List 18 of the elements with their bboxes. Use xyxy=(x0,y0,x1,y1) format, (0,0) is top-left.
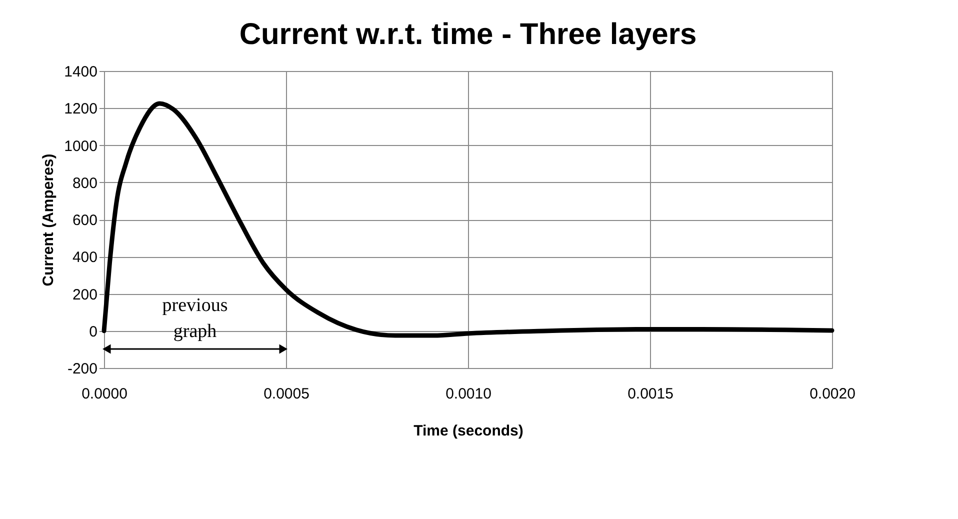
x-tick-label: 0.0020 xyxy=(810,386,856,402)
y-tick-label: 1200 xyxy=(64,100,98,118)
y-tick-label: 1000 xyxy=(64,138,98,155)
y-axis-title: Current (Amperes) xyxy=(40,154,58,286)
y-tick-label: 0 xyxy=(89,323,98,340)
y-tick-label: 800 xyxy=(72,174,98,192)
y-tick-label: 200 xyxy=(72,286,98,304)
y-tick-label: 600 xyxy=(72,212,98,229)
x-tick-label: 0.0010 xyxy=(446,386,492,402)
annotation: previous graph xyxy=(162,295,228,342)
y-tick-label: 1400 xyxy=(64,64,98,80)
x-axis-title: Time (seconds) xyxy=(414,422,524,440)
x-tick-label: 0.0005 xyxy=(264,386,310,402)
x-tick-label: 0.0000 xyxy=(82,386,128,402)
y-tick-label: 400 xyxy=(72,249,98,266)
chart-title: Current w.r.t. time - Three layers xyxy=(239,18,697,51)
y-tick-label: -200 xyxy=(67,360,98,378)
x-tick-label: 0.0015 xyxy=(628,386,674,402)
